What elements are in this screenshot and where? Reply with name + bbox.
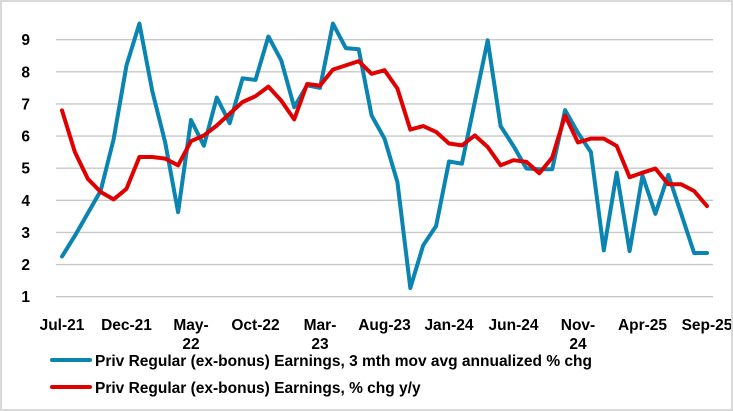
- x-tick-label: Nov-24: [560, 317, 596, 353]
- series-line-1: [60, 59, 709, 209]
- y-tick-label: 2: [21, 257, 30, 274]
- x-tick-label: Oct-22: [231, 317, 280, 334]
- legend-label-yoy: Priv Regular (ex-bonus) Earnings, % chg …: [95, 380, 421, 397]
- y-tick-label: 3: [21, 225, 30, 242]
- y-tick-label: 8: [21, 64, 30, 81]
- y-tick-label: 1: [21, 289, 30, 306]
- series-line-0: [60, 21, 709, 290]
- x-tick-label: May-22: [173, 317, 209, 353]
- x-tick-label: Jun-24: [488, 317, 539, 334]
- legend: Priv Regular (ex-bonus) Earnings, 3 mth …: [50, 353, 592, 397]
- y-axis-tick-labels: 1 2 3 4 5 6 7 8 9: [21, 32, 30, 306]
- x-tick-label: Sep-25: [681, 317, 733, 334]
- gridlines: [56, 39, 713, 298]
- x-tick-label: Aug-23: [358, 317, 411, 334]
- series-lines: [60, 21, 709, 290]
- y-tick-label: 5: [21, 161, 30, 178]
- x-tick-label: Mar-23: [303, 317, 337, 353]
- y-tick-label: 9: [21, 32, 30, 49]
- y-tick-label: 6: [21, 129, 30, 146]
- x-tick-label: Jan-24: [424, 317, 474, 334]
- y-tick-label: 7: [21, 96, 30, 113]
- x-tick-label: Dec-21: [101, 317, 152, 334]
- x-tick-label: Jul-21: [39, 317, 85, 334]
- legend-label-3mth-annualized: Priv Regular (ex-bonus) Earnings, 3 mth …: [95, 353, 592, 370]
- y-tick-label: 4: [21, 193, 30, 210]
- x-tick-label: Apr-25: [617, 317, 668, 334]
